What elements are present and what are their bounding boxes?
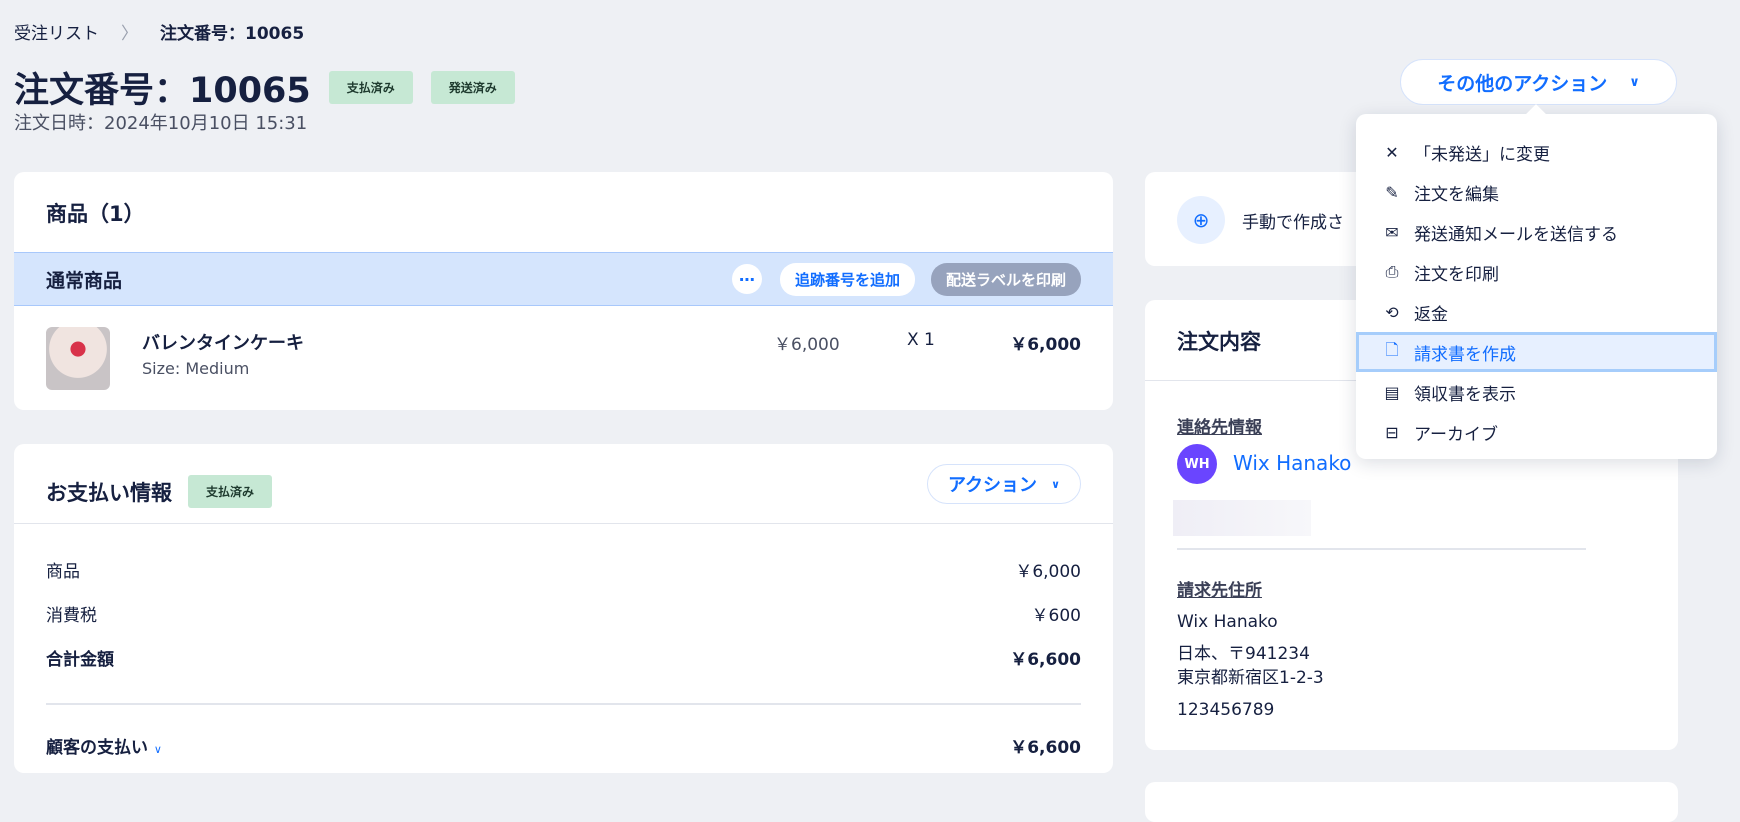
more-actions-menu: ✕ 「未発送」に変更 ✎ 注文を編集 ✉ 発送通知メールを送信する ⎙ 注文を印刷 ⟲ 返… [1356,114,1717,459]
menu-item-send-shipping-email[interactable]: ✉ 発送通知メールを送信する [1356,212,1717,252]
menu-item-view-receipt[interactable]: ▤ 領収書を表示 [1356,372,1717,412]
paid-badge: 支払済み [328,71,413,104]
menu-item-mark-unshipped[interactable]: ✕ 「未発送」に変更 [1356,132,1717,172]
more-actions-label: その他のアクション [1437,72,1608,95]
billing-label: 請求先住所 [1177,581,1262,601]
payment-actions-button[interactable]: アクション ∨ [926,464,1081,504]
billing-phone: 123456789 [1177,700,1275,720]
chevron-down-icon: ∨ [1051,477,1060,491]
line-total: ￥6,000 [1010,335,1081,355]
payment-card: お支払い情報 支払済み アクション ∨ 商品 ￥6,000 消費税 ￥600 合計金額… [14,444,1113,773]
next-card [1145,782,1678,822]
customer-paid-row[interactable]: 顧客の支払い ∨ ￥6,600 [46,738,1081,758]
edit-icon: ✎ [1385,182,1399,202]
chevron-down-icon: ∨ [1629,74,1640,90]
refund-icon: ⟲ [1385,302,1399,322]
shopping-bag-plus-icon: ⊕ [1177,196,1225,244]
tax-row: 消費税 ￥600 [46,606,1081,626]
blurred-contact-info [1173,500,1311,536]
payment-actions-label: アクション [947,475,1038,496]
billing-address-line1: 日本、〒941234 [1177,644,1310,664]
contact-name-link[interactable]: Wix Hanako [1233,451,1352,475]
more-options-button[interactable]: ⋯ [731,264,762,294]
quantity: X 1 [907,330,935,350]
avatar: WH [1177,444,1217,484]
add-tracking-button[interactable]: 追跡番号を追加 [779,262,915,296]
divider [14,523,1113,524]
receipt-icon: ▤ [1384,382,1400,402]
chevron-down-icon: ∨ [153,743,162,756]
page-header: 注文番号：10065 支払済み 発送済み [14,62,515,113]
unit-price: ￥6,000 [774,335,840,355]
contact-label: 連絡先情報 [1177,418,1262,438]
product-name: バレンタインケーキ [142,333,304,354]
chevron-right-icon: 〉 [121,24,138,44]
print-icon: ⎙ [1385,262,1399,281]
invoice-icon: 🗋 [1385,339,1399,359]
breadcrumb-current: 注文番号：10065 [160,24,305,44]
order-details-title: 注文内容 [1177,330,1261,354]
menu-item-edit-order[interactable]: ✎ 注文を編集 [1356,172,1717,212]
subtotal-row: 商品 ￥6,000 [46,562,1081,582]
menu-item-refund[interactable]: ⟲ 返金 [1356,292,1717,332]
breadcrumb-parent[interactable]: 受注リスト [14,24,99,44]
product-option: Size: Medium [142,359,250,378]
manual-order-text: 手動で作成さ [1242,213,1344,233]
more-actions-button[interactable]: その他のアクション ∨ [1400,59,1677,105]
breadcrumb: 受注リスト 〉 注文番号：10065 [14,19,304,44]
order-date: 注文日時：2024年10月10日 15:31 [14,113,308,134]
payment-title: お支払い情報 [46,480,172,505]
shipped-badge: 発送済み [430,71,515,104]
divider [46,703,1081,705]
product-image [46,327,110,390]
paid-badge: 支払済み [188,475,273,508]
items-card: 商品（1） 通常商品 ⋯ 追跡番号を追加 配送ラベルを印刷 バレンタインケーキ … [14,172,1113,410]
mail-icon: ✉ [1385,222,1399,242]
close-icon: ✕ [1385,142,1399,162]
menu-item-create-invoice[interactable]: 🗋 請求書を作成 [1356,332,1717,372]
divider [1177,548,1586,550]
print-label-button[interactable]: 配送ラベルを印刷 [930,262,1081,296]
group-title: 通常商品 [46,269,123,292]
menu-item-print-order[interactable]: ⎙ 注文を印刷 [1356,252,1717,292]
fulfillment-group: 通常商品 ⋯ 追跡番号を追加 配送ラベルを印刷 [14,252,1113,306]
archive-icon: ⊟ [1385,422,1399,442]
total-row: 合計金額 ￥6,600 [46,650,1081,670]
menu-item-archive[interactable]: ⊟ アーカイブ [1356,412,1717,452]
items-title: 商品（1） [46,202,145,226]
billing-name: Wix Hanako [1177,612,1278,632]
page-title: 注文番号：10065 [14,71,311,111]
billing-address-line2: 東京都新宿区1-2-3 [1177,668,1324,688]
